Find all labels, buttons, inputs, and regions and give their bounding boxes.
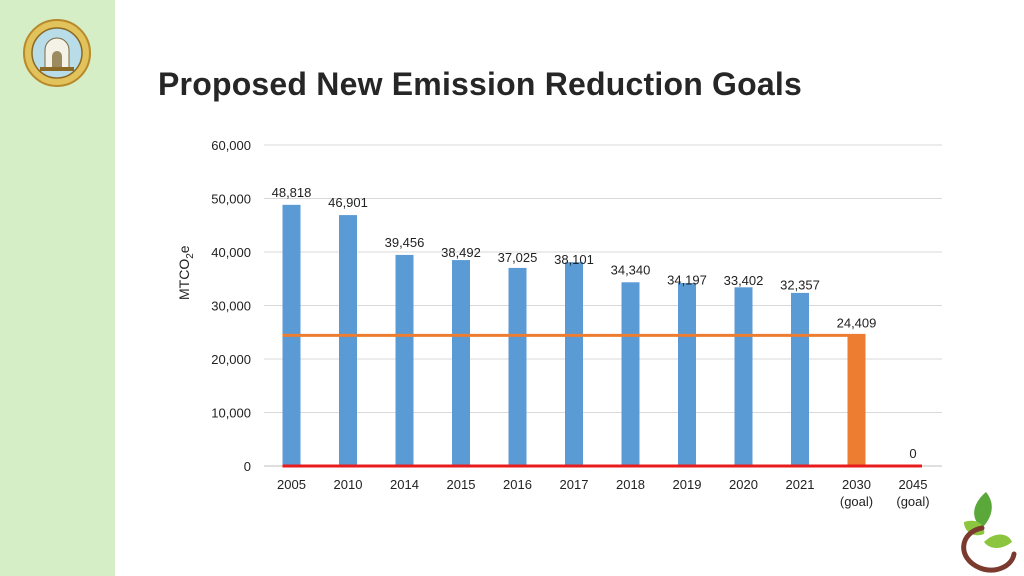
x-tick-label: 2021 [786,477,815,492]
bar [734,287,753,466]
x-tick-label: 2010 [334,477,363,492]
x-tick-label: (goal) [840,494,873,509]
x-tick-label: 2045 [899,477,928,492]
bar [621,282,640,466]
bar [678,283,696,466]
grid-lines [264,144,942,467]
y-tick-label: 60,000 [211,138,251,153]
value-labels: 48,818 46,901 39,456 38,492 37,025 38,101 34,3… [272,185,917,461]
data-label: 24,409 [837,315,877,330]
data-label: 48,818 [272,185,312,200]
y-tick-label: 50,000 [211,192,251,207]
y-tick-label: 30,000 [211,299,251,314]
x-tick-label: 2016 [503,477,532,492]
y-tick-label: 10,000 [211,406,251,421]
bar [847,335,866,466]
x-tick-label: 2018 [616,477,645,492]
x-tick-label: 2015 [447,477,476,492]
y-axis-tick-labels: 0 10,000 20,000 30,000 40,000 50,000 60,000 [211,138,251,474]
data-label: 0 [909,446,916,461]
x-tick-label: (goal) [896,494,929,509]
bar [508,267,527,466]
bar [791,292,809,466]
x-tick-label: 2017 [560,477,589,492]
x-tick-label: 2020 [729,477,758,492]
bar [395,254,414,466]
x-axis-tick-labels: 2005 2010 2014 2015 2016 2017 2018 2019 2020 2021… [277,477,930,509]
y-tick-label: 20,000 [211,352,251,367]
x-tick-label: 2019 [673,477,702,492]
x-tick-label: 2005 [277,477,306,492]
data-label: 34,197 [667,272,707,287]
y-tick-label: 40,000 [211,245,251,260]
data-label: 46,901 [328,195,368,210]
bar [452,260,470,466]
bars [282,204,866,466]
y-axis-label: MTCO2e [176,245,196,300]
bar [565,262,583,466]
data-label: 32,357 [780,277,820,292]
y-tick-label: 0 [244,459,251,474]
data-label: 33,402 [724,273,764,288]
x-tick-label: 2014 [390,477,419,492]
data-label: 39,456 [385,235,425,250]
data-label: 34,340 [611,262,651,277]
reference-lines [282,333,922,468]
accent-side-band [0,0,115,576]
sprout-leaf-icon [961,492,1017,573]
data-label: 37,025 [498,250,538,265]
data-label: 38,492 [441,245,481,260]
x-tick-label: 2030 [842,477,871,492]
data-label: 38,101 [554,252,594,267]
bar [339,215,357,466]
page-title: Proposed New Emission Reduction Goals [158,66,802,102]
city-seal-icon [23,19,91,87]
